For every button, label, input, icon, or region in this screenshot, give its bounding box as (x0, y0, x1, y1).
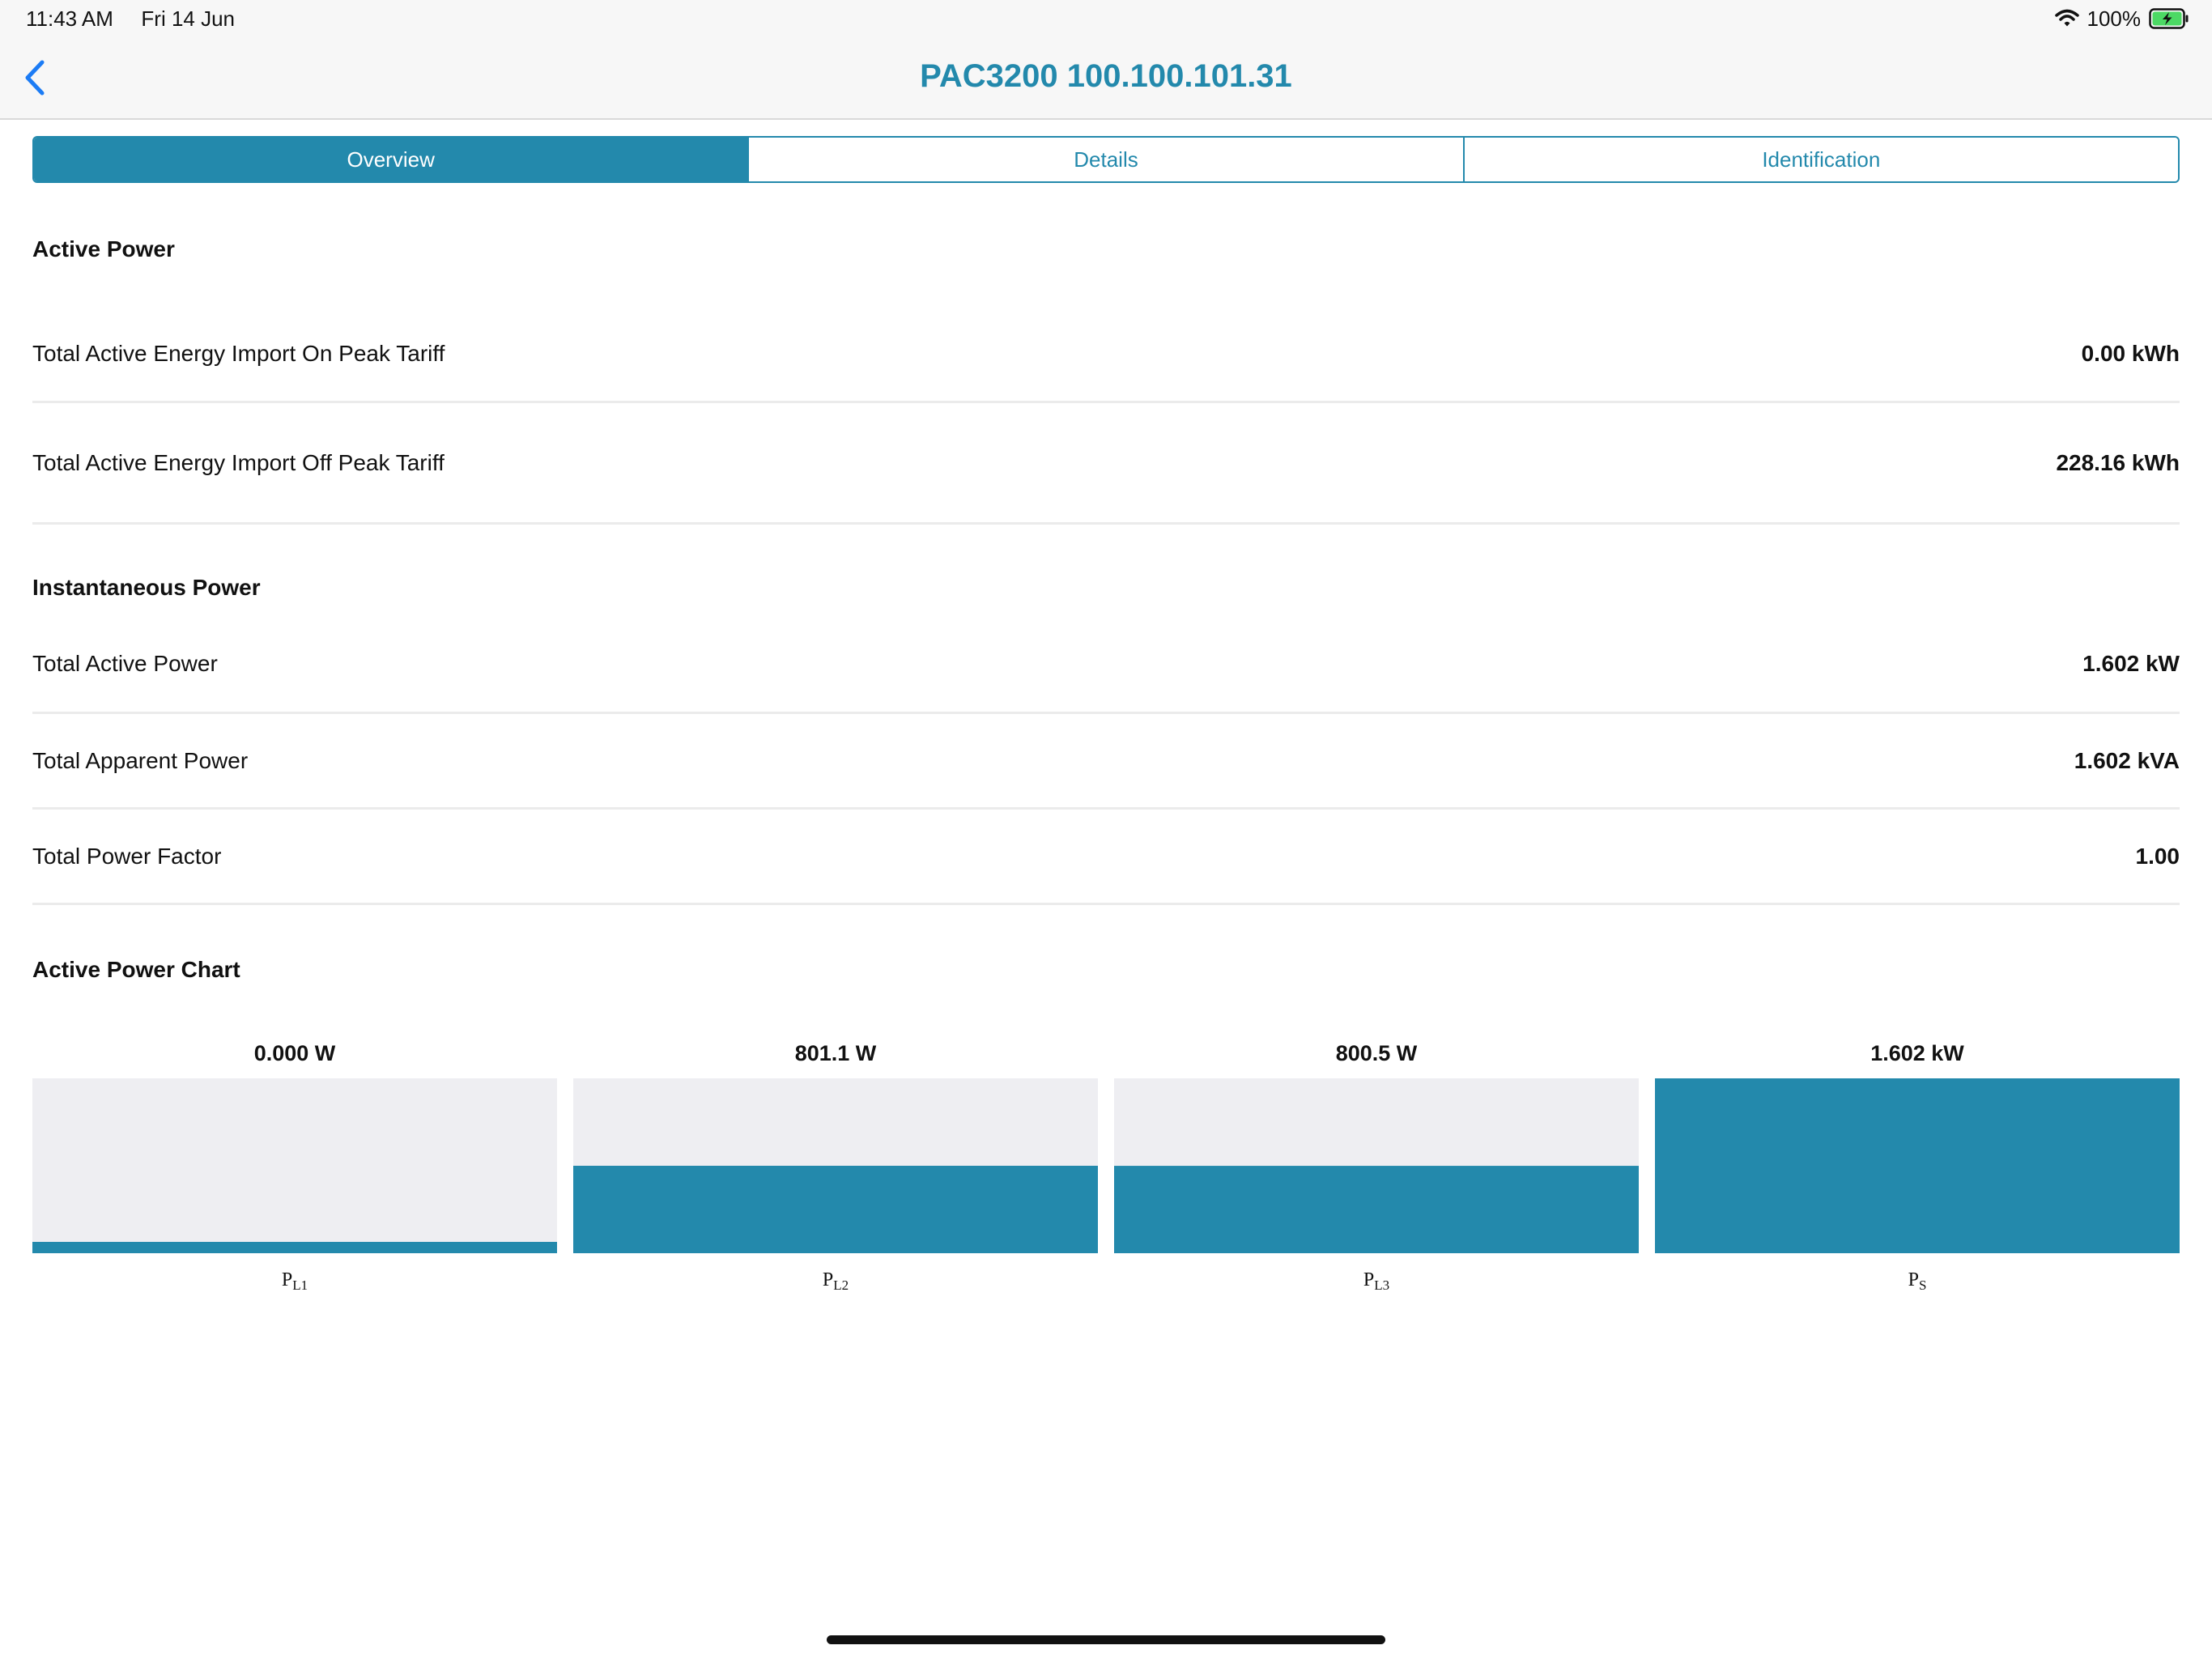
list-item-on-peak-energy: Total Active Energy Import On Peak Tarif… (32, 306, 2180, 403)
section-title-active-power-chart: Active Power Chart (32, 957, 240, 982)
status-indicators: 100% (2054, 5, 2190, 32)
data-label: 1.602 kW (1870, 1041, 1964, 1065)
status-time: 11:43 AM Fri 14 Jun (26, 6, 235, 32)
wifi-icon (2054, 9, 2079, 28)
list-item-total-power-factor: Total Power Factor 1.00 (32, 810, 2180, 905)
row-value: 228.16 kWh (2056, 449, 2180, 475)
row-label: Total Active Energy Import On Peak Tarif… (32, 340, 445, 366)
page-title: PAC3200 100.100.101.31 (920, 58, 1292, 94)
navigation-bar: PAC3200 100.100.101.31 (0, 39, 2212, 120)
active-power-chart: 0.000 W PL1 801.1 W PL2 800.5 W PL3 1.602 kW PS (32, 1028, 2180, 1303)
battery-percent: 100% (2087, 6, 2142, 31)
bar-track (32, 1078, 557, 1253)
category-label: PL3 (1363, 1269, 1389, 1293)
chevron-left-icon (23, 59, 47, 100)
tab-identification[interactable]: Identification (1462, 138, 2178, 181)
segmented-tabs: Overview Details Identification (32, 136, 2180, 183)
data-label: 0.000 W (254, 1041, 336, 1065)
row-label: Total Power Factor (32, 843, 222, 869)
bar (573, 1165, 1098, 1253)
bar (32, 1242, 557, 1253)
bar (1655, 1078, 2180, 1253)
list-item-off-peak-energy: Total Active Energy Import Off Peak Tari… (32, 403, 2180, 525)
category-label: PL1 (282, 1269, 308, 1293)
tab-overview[interactable]: Overview (34, 138, 748, 181)
tab-details[interactable]: Details (747, 138, 1463, 181)
status-clock: 11:43 AM (26, 6, 113, 31)
section-title-instantaneous-power: Instantaneous Power (32, 575, 261, 600)
list-item-total-apparent-power: Total Apparent Power 1.602 kVA (32, 714, 2180, 810)
list-item-total-active-power: Total Active Power 1.602 kW (32, 615, 2180, 714)
data-label: 801.1 W (795, 1041, 877, 1065)
data-label: 800.5 W (1336, 1041, 1418, 1065)
row-value: 1.602 kW (2082, 650, 2180, 676)
row-label: Total Active Energy Import Off Peak Tari… (32, 449, 445, 475)
row-label: Total Apparent Power (32, 747, 249, 773)
category-label: PL2 (823, 1269, 849, 1293)
status-bar: 11:43 AM Fri 14 Jun 100% (0, 0, 2212, 39)
back-button[interactable] (15, 58, 55, 100)
active-power-chart-svg: 0.000 W PL1 801.1 W PL2 800.5 W PL3 1.602 kW PS (32, 1041, 2180, 1293)
row-label: Total Active Power (32, 650, 218, 676)
row-value: 1.00 (2135, 843, 2180, 869)
category-label: PS (1908, 1269, 1927, 1293)
home-indicator[interactable] (827, 1635, 1385, 1644)
bar (1114, 1166, 1639, 1253)
status-date: Fri 14 Jun (141, 6, 236, 31)
row-value: 1.602 kVA (2074, 747, 2180, 773)
section-title-active-power: Active Power (32, 236, 175, 261)
row-value: 0.00 kWh (2081, 340, 2180, 366)
battery-charging-icon (2149, 8, 2189, 29)
